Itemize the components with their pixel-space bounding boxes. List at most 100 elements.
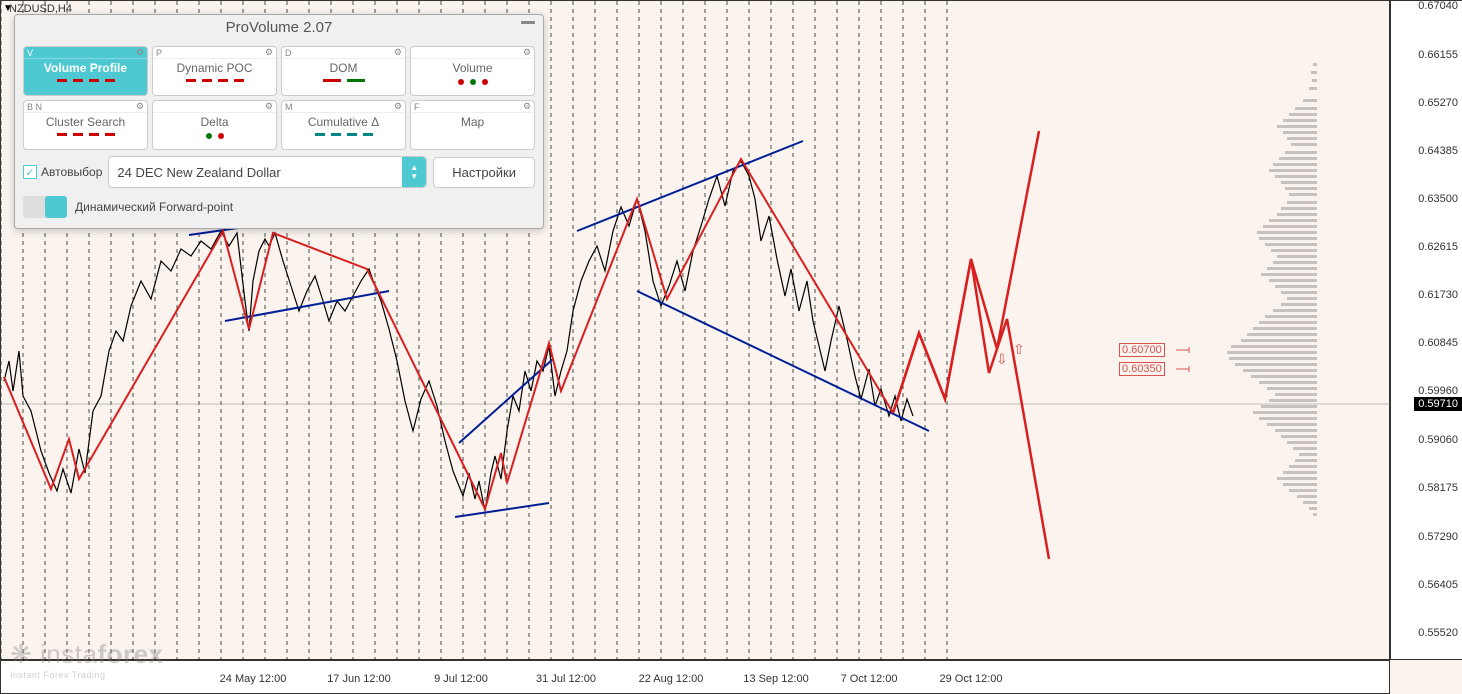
forward-point-label: Динамический Forward-point [75, 200, 233, 214]
y-tick-label: 0.55520 [1418, 627, 1458, 639]
volume-profile-bar [1311, 71, 1317, 74]
volume-profile-bar [1287, 201, 1317, 204]
pv-btn-header-key: P [156, 48, 162, 58]
pv-btn-header-key: B N [27, 102, 42, 112]
watermark-logo: ❋ instaforex [10, 639, 164, 670]
volume-profile-bar [1231, 345, 1317, 348]
volume-profile-bar [1289, 465, 1317, 468]
minimize-button[interactable] [521, 21, 535, 24]
gear-icon[interactable]: ⚙ [265, 101, 273, 112]
auto-select-checkbox[interactable]: ✓ Автовыбор [23, 165, 102, 179]
volume-profile-bar [1283, 119, 1317, 122]
pv-btn-indicator [282, 131, 405, 140]
volume-profile-bar [1261, 273, 1317, 276]
settings-button[interactable]: Настройки [433, 157, 535, 188]
volume-profile-bar [1303, 99, 1317, 102]
volume-profile-bar [1277, 125, 1317, 128]
volume-profile-bar [1269, 399, 1317, 402]
volume-profile-bar [1287, 137, 1317, 140]
volume-profile-bar [1269, 279, 1317, 282]
provolume-panel[interactable]: ProVolume 2.07 V⚙Volume ProfileP⚙Dynamic… [14, 14, 544, 229]
gear-icon[interactable]: ⚙ [394, 101, 402, 112]
direction-arrow-icon: ⇧ [1013, 341, 1025, 358]
volume-profile-bar [1309, 87, 1317, 90]
pv-btn-volume[interactable]: ⚙Volume [410, 46, 535, 96]
panel-title: ProVolume 2.07 [15, 15, 543, 40]
x-tick-label: 17 Jun 12:00 [327, 673, 391, 685]
x-tick-label: 9 Jul 12:00 [434, 673, 488, 685]
volume-profile-bar [1265, 243, 1317, 246]
chart-container: ▼ NZDUSD,H4 ⇩⇧ 0.607000.60350 0.59710 0.… [0, 0, 1462, 694]
volume-profile-bar [1279, 157, 1317, 160]
forward-point-toggle[interactable] [23, 196, 67, 218]
pv-btn-indicator [153, 131, 276, 143]
volume-profile-bar [1289, 489, 1317, 492]
instrument-dropdown[interactable]: 24 DEC New Zealand Dollar ▲▼ [108, 156, 427, 188]
x-tick-label: 24 May 12:00 [220, 673, 287, 685]
volume-profile-bar [1285, 187, 1317, 190]
pv-btn-map[interactable]: F⚙Map [410, 100, 535, 150]
y-tick-label: 0.64385 [1418, 145, 1458, 157]
volume-profile-bar [1267, 267, 1317, 270]
volume-profile-bar [1267, 387, 1317, 390]
pv-btn-dom[interactable]: D ⚙DOM [281, 46, 406, 96]
volume-profile-bar [1265, 315, 1317, 318]
x-tick-label: 7 Oct 12:00 [841, 673, 898, 685]
volume-profile-bar [1283, 483, 1317, 486]
current-price-label: 0.59710 [1414, 397, 1462, 411]
y-tick-label: 0.61730 [1418, 289, 1458, 301]
gear-icon[interactable]: ⚙ [265, 47, 273, 58]
pv-btn-indicator [24, 131, 147, 140]
gear-icon[interactable]: ⚙ [523, 47, 531, 58]
volume-profile-bar [1241, 339, 1317, 342]
pv-btn-cluster-search[interactable]: B N⚙Cluster Search [23, 100, 148, 150]
volume-profile-bar [1297, 495, 1317, 498]
volume-profile-bar [1281, 303, 1317, 306]
watermark: ❋ instaforex Instant Forex Trading [10, 639, 164, 680]
volume-profile-bar [1253, 411, 1317, 414]
pv-btn-label: Volume Profile [24, 59, 147, 77]
x-tick-label: 31 Jul 12:00 [536, 673, 596, 685]
volume-profile-bar [1251, 375, 1317, 378]
volume-profile-bar [1281, 291, 1317, 294]
pv-btn-volume-profile[interactable]: V⚙Volume Profile [23, 46, 148, 96]
volume-profile-bar [1259, 417, 1317, 420]
pv-btn-header-key: M [285, 102, 293, 112]
volume-profile-bar [1275, 175, 1317, 178]
pv-btn-header-key: D [285, 48, 292, 58]
y-tick-label: 0.62615 [1418, 241, 1458, 253]
x-tick-label: 29 Oct 12:00 [940, 673, 1003, 685]
volume-profile-bar [1261, 405, 1317, 408]
volume-profile-bar [1277, 477, 1317, 480]
volume-profile-bar [1293, 447, 1317, 450]
instrument-value: 24 DEC New Zealand Dollar [109, 165, 402, 180]
y-tick-label: 0.66155 [1418, 49, 1458, 61]
volume-profile-bar [1229, 357, 1317, 360]
volume-profile [1227, 1, 1317, 661]
pv-btn-label: Volume [411, 59, 534, 77]
volume-profile-bar [1273, 309, 1317, 312]
price-label: 0.60700 [1119, 343, 1165, 357]
gear-icon[interactable]: ⚙ [394, 47, 402, 58]
volume-profile-bar [1309, 507, 1317, 510]
pv-btn-cumulative-δ[interactable]: M⚙Cumulative Δ [281, 100, 406, 150]
volume-profile-bar [1259, 237, 1317, 240]
pv-btn-label: DOM [282, 59, 405, 77]
volume-profile-bar [1277, 255, 1317, 258]
volume-profile-bar [1271, 249, 1317, 252]
volume-profile-bar [1277, 213, 1317, 216]
gear-icon[interactable]: ⚙ [136, 101, 144, 112]
pv-btn-dynamic-poc[interactable]: P⚙Dynamic POC [152, 46, 277, 96]
volume-profile-bar [1259, 381, 1317, 384]
volume-profile-bar [1281, 435, 1317, 438]
volume-profile-bar [1283, 131, 1317, 134]
checkbox-icon: ✓ [23, 165, 37, 179]
dropdown-arrows-icon: ▲▼ [402, 157, 426, 187]
volume-profile-bar [1291, 143, 1317, 146]
gear-icon[interactable]: ⚙ [523, 101, 531, 112]
y-tick-label: 0.60845 [1418, 337, 1458, 349]
pv-btn-delta[interactable]: ⚙Delta [152, 100, 277, 150]
y-tick-label: 0.67040 [1418, 0, 1458, 12]
gear-icon[interactable]: ⚙ [136, 47, 144, 58]
volume-profile-bar [1275, 393, 1317, 396]
